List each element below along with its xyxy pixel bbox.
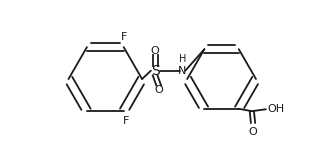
- Text: H: H: [179, 54, 186, 64]
- Text: F: F: [122, 116, 129, 126]
- Text: O: O: [248, 127, 258, 137]
- Text: F: F: [121, 32, 127, 42]
- Text: S: S: [151, 64, 160, 78]
- Text: O: O: [154, 85, 163, 95]
- Text: N: N: [178, 66, 187, 76]
- Text: O: O: [151, 46, 160, 55]
- Text: OH: OH: [268, 104, 285, 114]
